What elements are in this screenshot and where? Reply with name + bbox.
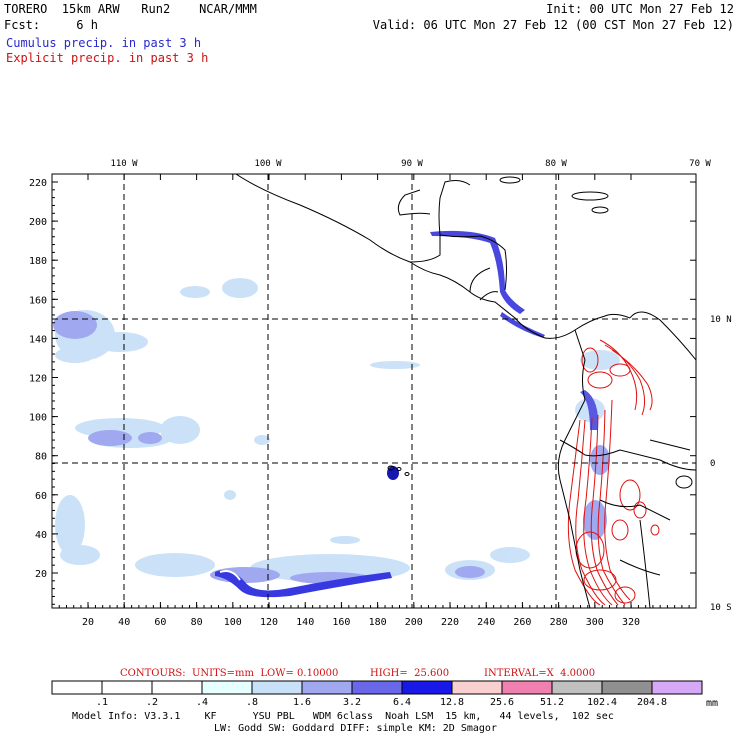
colorbar-swatch (51, 680, 103, 695)
colorbar-swatch (201, 680, 253, 695)
colorbar-swatch (301, 680, 353, 695)
y-tick-label: 100 (29, 413, 47, 424)
colorbar-swatch (501, 680, 553, 695)
cumulus-precip-label: Cumulus precip. in past 3 h (6, 36, 202, 50)
colorbar-swatch (601, 680, 653, 695)
y-tick-label: 200 (29, 217, 47, 228)
y-tick-label: 20 (35, 569, 47, 580)
colorbar-swatch (451, 680, 503, 695)
x-tick-label: 180 (369, 617, 387, 628)
colorbar-swatch (251, 680, 303, 695)
x-tick-label: 80 (191, 617, 203, 628)
x-tick-label: 280 (550, 617, 568, 628)
colorbar-label: .8 (245, 697, 259, 708)
forecast-hour: Fcst: 6 h (4, 18, 98, 32)
model-info: Model Info: V3.3.1 KF YSU PBL WDM 6class… (72, 711, 614, 722)
lon-label: 80 W (545, 159, 567, 169)
y-tick-label: 180 (29, 256, 47, 267)
x-tick-label: 220 (441, 617, 459, 628)
y-tick-label: 80 (35, 452, 47, 463)
lat-label: 0 (710, 459, 715, 469)
colorbar-label: .1 (95, 697, 109, 708)
x-tick-label: 140 (296, 617, 314, 628)
colorbar-label: 102.4 (586, 697, 618, 708)
lon-label: 110 W (110, 159, 138, 169)
lon-label: 100 W (254, 159, 282, 169)
x-tick-label: 160 (332, 617, 350, 628)
colorbar-swatch (351, 680, 403, 695)
y-tick-label: 60 (35, 491, 47, 502)
colorbar (51, 680, 703, 695)
x-tick-label: 60 (154, 617, 166, 628)
lat-label: 10 S (710, 603, 732, 613)
colorbar-label: 204.8 (636, 697, 668, 708)
x-tick-label: 300 (586, 617, 604, 628)
colorbar-label: 3.2 (342, 697, 362, 708)
x-tick-label: 20 (82, 617, 94, 628)
colorbar-label: 1.6 (292, 697, 312, 708)
contours-units: CONTOURS: UNITS=mm LOW= 0.10000 (120, 668, 339, 679)
x-tick-label: 320 (622, 617, 640, 628)
model-title: TORERO 15km ARW Run2 NCAR/MMM (4, 2, 257, 16)
model-physics: LW: Godd SW: Goddard DIFF: simple KM: 2D… (214, 723, 497, 734)
colorbar-swatch (401, 680, 453, 695)
colorbar-label: 51.2 (539, 697, 565, 708)
x-tick-label: 40 (118, 617, 130, 628)
explicit-precip-label: Explicit precip. in past 3 h (6, 51, 209, 65)
x-tick-label: 240 (477, 617, 495, 628)
y-tick-label: 140 (29, 334, 47, 345)
init-time: Init: 00 UTC Mon 27 Feb 12 (546, 2, 734, 16)
colorbar-label: 25.6 (489, 697, 515, 708)
lon-label: 70 W (689, 159, 711, 169)
colorbar-label: 12.8 (439, 697, 465, 708)
colorbar-swatch (151, 680, 203, 695)
colorbar-label: .2 (145, 697, 159, 708)
colorbar-swatch (551, 680, 603, 695)
precip-fields (52, 174, 696, 608)
y-tick-label: 160 (29, 295, 47, 306)
x-tick-label: 200 (405, 617, 423, 628)
colorbar-label: 6.4 (392, 697, 412, 708)
lon-label: 90 W (401, 159, 423, 169)
colorbar-unit: mm (706, 698, 719, 709)
x-tick-label: 260 (513, 617, 531, 628)
valid-time: Valid: 06 UTC Mon 27 Feb 12 (00 CST Mon … (372, 18, 734, 32)
y-tick-label: 40 (35, 530, 47, 541)
lat-label: 10 N (710, 315, 732, 325)
map-frame (51, 173, 697, 609)
contours-interval: INTERVAL=X 4.0000 (484, 668, 596, 679)
colorbar-swatch (651, 680, 703, 695)
x-tick-label: 100 (224, 617, 242, 628)
colorbar-swatch (101, 680, 153, 695)
y-tick-label: 220 (29, 178, 47, 189)
colorbar-label: .4 (195, 697, 209, 708)
contours-high: HIGH= 25.600 (370, 668, 450, 679)
x-tick-label: 120 (260, 617, 278, 628)
y-tick-label: 120 (29, 374, 47, 385)
